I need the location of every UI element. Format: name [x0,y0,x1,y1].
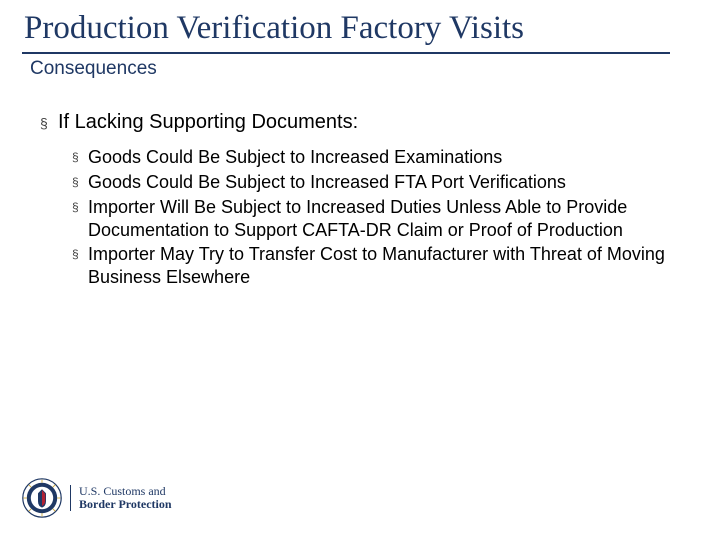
bullet-icon: § [72,196,88,219]
bullet-level2: § Importer May Try to Transfer Cost to M… [72,243,680,288]
dhs-seal-icon [22,478,62,518]
bullet-level2: § Goods Could Be Subject to Increased FT… [72,171,680,194]
bullet-level2-text: Importer May Try to Transfer Cost to Man… [88,243,680,288]
bullet-level1-text: If Lacking Supporting Documents: [58,110,680,135]
bullet-level2-group: § Goods Could Be Subject to Increased Ex… [72,146,680,288]
agency-name: U.S. Customs and Border Protection [70,485,172,510]
slide: Production Verification Factory Visits C… [0,0,720,540]
bullet-icon: § [72,171,88,194]
bullet-level2-text: Goods Could Be Subject to Increased Exam… [88,146,680,169]
footer-logo: U.S. Customs and Border Protection [22,478,172,518]
agency-line2: Border Protection [79,498,172,511]
bullet-level2-text: Goods Could Be Subject to Increased FTA … [88,171,680,194]
bullet-level2: § Goods Could Be Subject to Increased Ex… [72,146,680,169]
bullet-level2: § Importer Will Be Subject to Increased … [72,196,680,241]
title-underline [22,52,670,54]
bullet-level1: § If Lacking Supporting Documents: [40,110,680,136]
slide-subtitle: Consequences [30,58,157,80]
bullet-level2-text: Importer Will Be Subject to Increased Du… [88,196,680,241]
content-area: § If Lacking Supporting Documents: § Goo… [40,110,680,290]
bullet-icon: § [72,243,88,266]
slide-title: Production Verification Factory Visits [24,10,524,47]
bullet-icon: § [40,110,58,136]
bullet-icon: § [72,146,88,169]
